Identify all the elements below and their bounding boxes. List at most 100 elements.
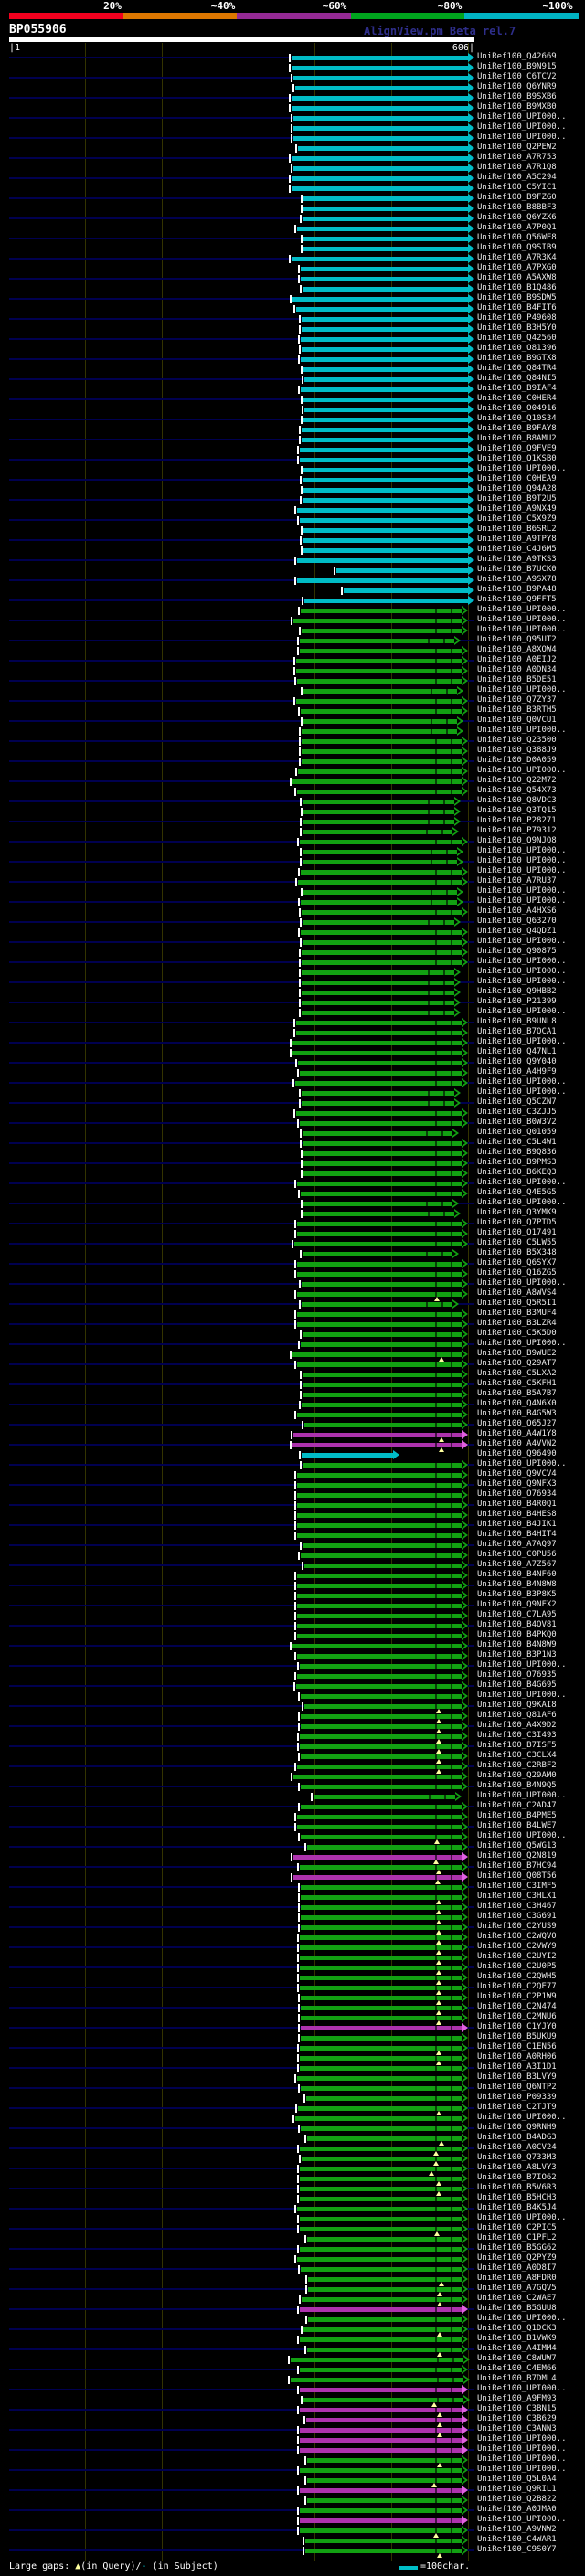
hit-label[interactable]: UniRef100_B9GTX8 [477, 354, 557, 363]
hit-label[interactable]: UniRef100_Q5R5I1 [477, 1299, 557, 1308]
hit-label[interactable]: UniRef100_B4N9Q5 [477, 1781, 557, 1790]
hit-label[interactable]: UniRef100_Q5WG13 [477, 1841, 557, 1850]
hit-label[interactable]: UniRef100_Q9RNH9 [477, 2123, 557, 2132]
hit-label[interactable]: UniRef100_Q8VDC3 [477, 796, 557, 805]
hit-label[interactable]: UniRef100_A9TKS3 [477, 555, 557, 564]
hit-label[interactable]: UniRef100_P79312 [477, 826, 557, 835]
hit-label[interactable]: UniRef100_B4G5W3 [477, 1409, 557, 1418]
hit-label[interactable]: UniRef100_A0D8I7 [477, 2263, 557, 2273]
hit-label[interactable]: UniRef100_C3G691 [477, 1912, 557, 1921]
hit-label[interactable]: UniRef100_Q1DCK3 [477, 2324, 557, 2333]
hit-label[interactable]: UniRef100_Q9SIB9 [477, 243, 557, 252]
hit-label[interactable]: UniRef100_Q16ZG5 [477, 1268, 557, 1277]
hit-label[interactable]: UniRef100_C2N474 [477, 2002, 557, 2011]
hit-label[interactable]: UniRef100_A8FDR0 [477, 2274, 557, 2283]
hit-label[interactable]: UniRef100_UPI000.. [477, 886, 567, 896]
hit-label[interactable]: UniRef100_A7Z567 [477, 1560, 557, 1569]
hit-label[interactable]: UniRef100_C0HEA9 [477, 474, 557, 483]
hit-label[interactable]: UniRef100_Q7ZY37 [477, 695, 557, 705]
hit-label[interactable]: UniRef100_UPI000.. [477, 1198, 567, 1207]
hit-label[interactable]: UniRef100_B8BBF3 [477, 203, 557, 212]
hit-label[interactable]: UniRef100_A5C294 [477, 173, 557, 182]
hit-label[interactable]: UniRef100_UPI000.. [477, 866, 567, 875]
hit-label[interactable]: UniRef100_B8AMU2 [477, 434, 557, 443]
hit-label[interactable]: UniRef100_P49608 [477, 313, 557, 323]
hit-label[interactable]: UniRef100_C2P1W9 [477, 1992, 557, 2001]
hit-label[interactable]: UniRef100_Q6NTP2 [477, 2083, 557, 2092]
hit-label[interactable]: UniRef100_UPI000.. [477, 2515, 567, 2524]
hit-label[interactable]: UniRef100_B5GG62 [477, 2243, 557, 2253]
hit-label[interactable]: UniRef100_B4PKQ0 [477, 1630, 557, 1639]
hit-label[interactable]: UniRef100_B9T2U5 [477, 494, 557, 504]
hit-label[interactable]: UniRef100_B7QCA1 [477, 1027, 557, 1036]
hit-label[interactable]: UniRef100_Q9RIL1 [477, 2485, 557, 2494]
hit-label[interactable]: UniRef100_C1YJY0 [477, 2022, 557, 2031]
hit-label[interactable]: UniRef100_UPI000.. [477, 122, 567, 132]
hit-label[interactable]: UniRef100_A7GQV5 [477, 2284, 557, 2293]
hit-label[interactable]: UniRef100_C3ANN3 [477, 2424, 557, 2433]
hit-label[interactable]: UniRef100_UPI000.. [477, 977, 567, 986]
hit-label[interactable]: UniRef100_C5LXA2 [477, 1369, 557, 1378]
hit-label[interactable]: UniRef100_B5GUU8 [477, 2304, 557, 2313]
hit-label[interactable]: UniRef100_UPI000.. [477, 1278, 567, 1288]
hit-label[interactable]: UniRef100_UPI000.. [477, 2454, 567, 2464]
hit-label[interactable]: UniRef100_Q54X73 [477, 786, 557, 795]
hit-label[interactable]: UniRef100_Q3YMK9 [477, 1208, 557, 1217]
hit-label[interactable]: UniRef100_UPI000.. [477, 2465, 567, 2474]
hit-label[interactable]: UniRef100_A0DN34 [477, 665, 557, 674]
hit-label[interactable]: UniRef100_C5L4W1 [477, 1138, 557, 1147]
hit-label[interactable]: UniRef100_UPI000.. [477, 615, 567, 624]
hit-label[interactable]: UniRef100_A7R3K4 [477, 253, 557, 262]
hit-label[interactable]: UniRef100_UPI000.. [477, 2113, 567, 2122]
hit-label[interactable]: UniRef100_Q2PEW2 [477, 143, 557, 152]
hit-label[interactable]: UniRef100_Q3TQ15 [477, 806, 557, 815]
hit-label[interactable]: UniRef100_Q2PYZ9 [477, 2253, 557, 2263]
hit-label[interactable]: UniRef100_A9FM93 [477, 2394, 557, 2403]
hit-label[interactable]: UniRef100_B4R0Q1 [477, 1500, 557, 1509]
hit-label[interactable]: UniRef100_B3LZR4 [477, 1319, 557, 1328]
hit-label[interactable]: UniRef100_UPI000.. [477, 1691, 567, 1700]
hit-label[interactable]: UniRef100_A4IMM4 [477, 2344, 557, 2353]
hit-label[interactable]: UniRef100_A5AXW8 [477, 273, 557, 282]
hit-label[interactable]: UniRef100_B7UCK0 [477, 565, 557, 574]
hit-label[interactable]: UniRef100_B7HC94 [477, 1861, 557, 1871]
hit-label[interactable]: UniRef100_B9FZG0 [477, 193, 557, 202]
hit-label[interactable]: UniRef100_B9WUE2 [477, 1349, 557, 1358]
hit-label[interactable]: UniRef100_C2MNU6 [477, 2012, 557, 2021]
hit-label[interactable]: UniRef100_B1VWK9 [477, 2334, 557, 2343]
hit-label[interactable]: UniRef100_A7R1Q8 [477, 163, 557, 172]
hit-label[interactable]: UniRef100_UPI000.. [477, 1831, 567, 1840]
hit-label[interactable]: UniRef100_UPI000.. [477, 1791, 567, 1800]
hit-label[interactable]: UniRef100_Q1KSB0 [477, 454, 557, 463]
hit-label[interactable]: UniRef100_B3H5Y0 [477, 323, 557, 333]
hit-label[interactable]: UniRef100_Q6YZX6 [477, 213, 557, 222]
hit-label[interactable]: UniRef100_B9PMS3 [477, 1158, 557, 1167]
hit-label[interactable]: UniRef100_C2QWH5 [477, 1972, 557, 1981]
hit-label[interactable]: UniRef100_A9SX78 [477, 575, 557, 584]
hit-label[interactable]: UniRef100_Q08T56 [477, 1871, 557, 1881]
hit-label[interactable]: UniRef100_B4QV81 [477, 1620, 557, 1629]
hit-label[interactable]: UniRef100_Q9FVE9 [477, 444, 557, 453]
hit-label[interactable]: UniRef100_A7AQ97 [477, 1540, 557, 1549]
hit-label[interactable]: UniRef100_B4LWE7 [477, 1821, 557, 1830]
hit-label[interactable]: UniRef100_A9TPY8 [477, 535, 557, 544]
hit-label[interactable]: UniRef100_A0EIJ2 [477, 655, 557, 664]
hit-label[interactable]: UniRef100_UPI000.. [477, 896, 567, 906]
hit-label[interactable]: UniRef100_A4HXS6 [477, 906, 557, 916]
hit-label[interactable]: UniRef100_Q0VCU1 [477, 716, 557, 725]
hit-label[interactable]: UniRef100_C2WQV0 [477, 1932, 557, 1941]
hit-label[interactable]: UniRef100_UPI000.. [477, 1087, 567, 1097]
hit-label[interactable]: UniRef100_A3I1D1 [477, 2062, 557, 2072]
hit-label[interactable]: UniRef100_A8LVY3 [477, 2163, 557, 2172]
hit-label[interactable]: UniRef100_P28271 [477, 816, 557, 825]
hit-label[interactable]: UniRef100_Q95UT2 [477, 635, 557, 644]
hit-label[interactable]: UniRef100_Q81AF6 [477, 1711, 557, 1720]
hit-label[interactable]: UniRef100_B4PME5 [477, 1811, 557, 1820]
hit-label[interactable]: UniRef100_Q9KAI8 [477, 1701, 557, 1710]
hit-label[interactable]: UniRef100_C3BN15 [477, 2404, 557, 2413]
hit-label[interactable]: UniRef100_Q29AT7 [477, 1359, 557, 1368]
hit-label[interactable]: UniRef100_B9MXB0 [477, 102, 557, 111]
hit-label[interactable]: UniRef100_UPI000.. [477, 112, 567, 122]
hit-label[interactable]: UniRef100_B9UNL8 [477, 1017, 557, 1026]
hit-label[interactable]: UniRef100_B6SRL2 [477, 525, 557, 534]
